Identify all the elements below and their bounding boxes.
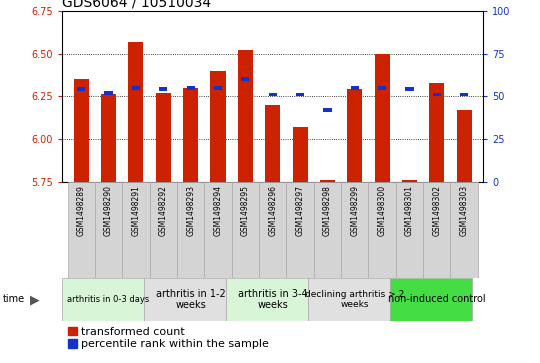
Bar: [460, 93, 468, 96]
Text: GSM1498297: GSM1498297: [295, 185, 305, 236]
Bar: [265, 105, 280, 182]
Bar: [323, 108, 332, 112]
Text: GSM1498298: GSM1498298: [323, 185, 332, 236]
Text: ▶: ▶: [30, 293, 40, 306]
Bar: [101, 94, 116, 182]
Bar: [204, 182, 232, 278]
Bar: [314, 182, 341, 278]
Bar: [347, 89, 362, 182]
Bar: [286, 182, 314, 278]
Bar: [457, 110, 471, 182]
Text: GSM1498293: GSM1498293: [186, 185, 195, 236]
Text: GSM1498291: GSM1498291: [131, 185, 140, 236]
Bar: [341, 182, 368, 278]
Bar: [433, 93, 441, 96]
Bar: [402, 180, 417, 182]
Text: arthritis in 1-2
weeks: arthritis in 1-2 weeks: [156, 289, 226, 310]
Bar: [226, 278, 308, 321]
Bar: [77, 87, 85, 91]
Bar: [406, 87, 414, 91]
Text: time: time: [3, 294, 25, 305]
Bar: [105, 91, 113, 95]
Bar: [177, 182, 204, 278]
Bar: [132, 86, 140, 90]
Text: non-induced control: non-induced control: [388, 294, 485, 305]
Bar: [232, 182, 259, 278]
Bar: [68, 182, 95, 278]
Text: arthritis in 3-4
weeks: arthritis in 3-4 weeks: [238, 289, 307, 310]
Text: GDS6064 / 10510034: GDS6064 / 10510034: [62, 0, 211, 10]
Text: GSM1498295: GSM1498295: [241, 185, 250, 236]
Text: GSM1498302: GSM1498302: [433, 185, 441, 236]
Bar: [350, 86, 359, 90]
Legend: transformed count, percentile rank within the sample: transformed count, percentile rank withi…: [68, 327, 269, 349]
Bar: [156, 93, 171, 182]
Bar: [144, 278, 226, 321]
Bar: [122, 182, 150, 278]
Bar: [74, 79, 89, 182]
Bar: [95, 182, 122, 278]
Bar: [259, 182, 286, 278]
Bar: [450, 182, 478, 278]
Text: GSM1498300: GSM1498300: [377, 185, 387, 236]
Bar: [214, 86, 222, 90]
Bar: [296, 93, 304, 96]
Bar: [129, 42, 144, 182]
Text: GSM1498296: GSM1498296: [268, 185, 277, 236]
Bar: [241, 77, 249, 81]
Text: GSM1498299: GSM1498299: [350, 185, 359, 236]
Bar: [423, 182, 450, 278]
Text: GSM1498301: GSM1498301: [405, 185, 414, 236]
Text: declining arthritis > 2
weeks: declining arthritis > 2 weeks: [305, 290, 404, 309]
Bar: [238, 50, 253, 182]
Bar: [396, 182, 423, 278]
Bar: [159, 87, 167, 91]
Text: GSM1498290: GSM1498290: [104, 185, 113, 236]
Bar: [368, 182, 396, 278]
Bar: [378, 86, 386, 90]
Bar: [308, 278, 390, 321]
Bar: [268, 93, 277, 96]
Text: GSM1498292: GSM1498292: [159, 185, 168, 236]
Bar: [183, 88, 198, 182]
Bar: [62, 278, 144, 321]
Bar: [429, 82, 444, 182]
Bar: [150, 182, 177, 278]
Bar: [186, 86, 195, 90]
Bar: [320, 180, 335, 182]
Bar: [293, 127, 308, 182]
Bar: [375, 54, 390, 182]
Text: GSM1498294: GSM1498294: [213, 185, 222, 236]
Bar: [211, 70, 226, 182]
Bar: [390, 278, 472, 321]
Text: GSM1498289: GSM1498289: [77, 185, 86, 236]
Text: GSM1498303: GSM1498303: [460, 185, 469, 236]
Text: arthritis in 0-3 days: arthritis in 0-3 days: [68, 295, 150, 304]
